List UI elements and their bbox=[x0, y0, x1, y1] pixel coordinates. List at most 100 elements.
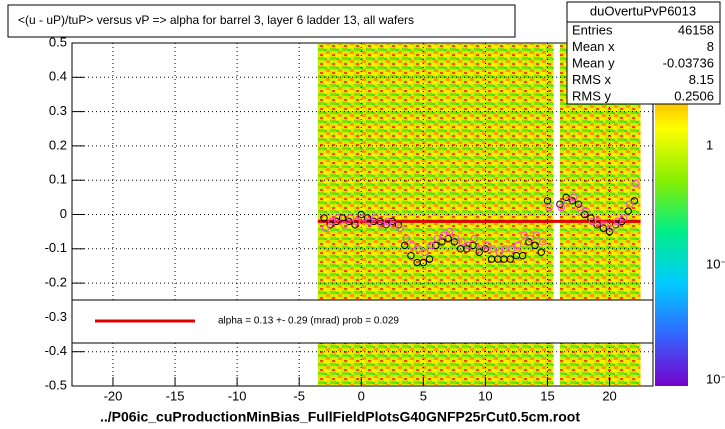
data-point bbox=[581, 210, 589, 219]
data-point bbox=[464, 241, 472, 250]
y-tick-label: -0.1 bbox=[45, 240, 67, 255]
y-tick-label: 0.4 bbox=[49, 69, 67, 84]
data-point bbox=[332, 217, 341, 226]
data-point bbox=[357, 210, 365, 219]
data-point bbox=[489, 245, 497, 253]
data-point bbox=[619, 214, 628, 222]
data-point bbox=[594, 217, 603, 226]
data-point bbox=[346, 214, 355, 222]
data-point bbox=[481, 245, 490, 253]
y-tick-label: -0.4 bbox=[45, 343, 67, 358]
data-point bbox=[630, 197, 639, 205]
z-tick-label: 10⁻¹ bbox=[706, 256, 725, 271]
data-point bbox=[390, 221, 398, 229]
data-point bbox=[514, 241, 522, 250]
data-point bbox=[570, 193, 578, 202]
stats-label: RMS x bbox=[572, 72, 612, 87]
legend-box bbox=[71, 299, 654, 344]
data-point bbox=[401, 241, 409, 250]
x-tick-label: 20 bbox=[602, 388, 616, 403]
data-point bbox=[508, 245, 516, 253]
data-point bbox=[444, 234, 452, 243]
data-point bbox=[632, 179, 640, 188]
y-tick-label: -0.3 bbox=[45, 309, 67, 324]
stats-title: duOvertuPvP6013 bbox=[590, 3, 696, 18]
y-tick-label: 0.1 bbox=[49, 172, 67, 187]
data-point bbox=[593, 221, 601, 229]
y-tick-label: 0 bbox=[60, 206, 67, 221]
stats-label: Mean y bbox=[572, 55, 615, 70]
data-point bbox=[419, 258, 428, 267]
data-point bbox=[582, 207, 590, 215]
data-point bbox=[365, 217, 373, 226]
z-tick-label: 1 bbox=[706, 137, 713, 152]
data-point bbox=[396, 224, 404, 232]
data-point bbox=[532, 231, 541, 239]
y-tick-label: -0.5 bbox=[45, 377, 67, 392]
data-point bbox=[433, 234, 441, 243]
data-point bbox=[587, 214, 595, 222]
data-point bbox=[576, 203, 584, 212]
y-tick-label: 0.2 bbox=[49, 137, 67, 152]
data-point bbox=[382, 221, 390, 229]
x-tick-label: 15 bbox=[540, 388, 554, 403]
x-tick-label: -10 bbox=[228, 388, 247, 403]
data-point bbox=[470, 234, 479, 243]
data-point bbox=[483, 241, 491, 250]
x-tick-label: 5 bbox=[420, 388, 427, 403]
data-point bbox=[445, 227, 454, 236]
x-tick-label: 0 bbox=[358, 388, 365, 403]
data-point bbox=[618, 217, 626, 226]
data-point bbox=[463, 245, 471, 253]
data-point bbox=[574, 200, 583, 208]
data-point bbox=[476, 245, 485, 253]
data-point bbox=[402, 234, 410, 243]
data-point bbox=[624, 207, 632, 215]
data-point bbox=[613, 217, 621, 226]
data-point bbox=[531, 241, 539, 250]
x-tick-label: -5 bbox=[293, 388, 305, 403]
data-point bbox=[363, 214, 372, 222]
chart-title: <(u - uP)/tuP> versus vP => alpha for ba… bbox=[18, 13, 414, 27]
data-point bbox=[408, 241, 417, 250]
data-point bbox=[377, 221, 386, 229]
data-point bbox=[421, 248, 429, 256]
data-point bbox=[526, 234, 535, 243]
x-tick-label: -20 bbox=[104, 388, 123, 403]
data-point bbox=[432, 241, 440, 250]
data-point bbox=[495, 248, 504, 256]
data-point bbox=[557, 203, 566, 212]
x-tick-label: 10 bbox=[478, 388, 492, 403]
data-point bbox=[607, 224, 615, 232]
data-point bbox=[376, 217, 384, 226]
data-point bbox=[520, 231, 528, 239]
data-point bbox=[439, 231, 448, 239]
y-tick-label: 0.5 bbox=[49, 34, 67, 49]
stats-label: RMS y bbox=[572, 88, 612, 103]
z-tick-label: 10⁻² bbox=[706, 371, 725, 386]
data-point bbox=[469, 241, 477, 250]
data-point bbox=[605, 227, 614, 236]
data-point bbox=[321, 224, 330, 232]
data-point bbox=[334, 214, 342, 222]
data-point bbox=[525, 238, 533, 246]
data-point bbox=[563, 197, 572, 205]
data-point bbox=[326, 221, 334, 229]
legend-text: alpha = 0.13 +- 0.29 (mrad) prob = 0.029 bbox=[218, 316, 399, 327]
data-point bbox=[407, 251, 415, 260]
title-box bbox=[7, 4, 516, 38]
stats-label: Entries bbox=[572, 22, 613, 37]
data-point bbox=[475, 248, 483, 256]
data-point bbox=[351, 221, 359, 229]
data-point bbox=[601, 221, 609, 229]
x-tick-label: -15 bbox=[166, 388, 185, 403]
stats-value: 46158 bbox=[678, 22, 714, 37]
data-point bbox=[625, 200, 634, 208]
data-point bbox=[568, 197, 577, 205]
stats-label: Mean x bbox=[572, 39, 615, 54]
data-point bbox=[383, 217, 392, 226]
data-point bbox=[371, 214, 379, 222]
stats-box bbox=[566, 1, 721, 105]
data-point bbox=[612, 221, 620, 229]
